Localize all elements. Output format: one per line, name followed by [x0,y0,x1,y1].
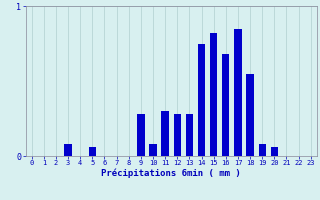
Bar [210,33,217,156]
Bar [89,147,96,156]
Bar [246,73,254,156]
Bar [137,114,145,156]
Bar [222,54,229,156]
Bar [271,147,278,156]
Bar [186,114,193,156]
Bar [149,144,157,156]
Bar [162,111,169,156]
X-axis label: Précipitations 6min ( mm ): Précipitations 6min ( mm ) [101,169,241,178]
Bar [234,28,242,156]
Bar [64,144,72,156]
Bar [198,44,205,156]
Bar [174,114,181,156]
Bar [259,144,266,156]
